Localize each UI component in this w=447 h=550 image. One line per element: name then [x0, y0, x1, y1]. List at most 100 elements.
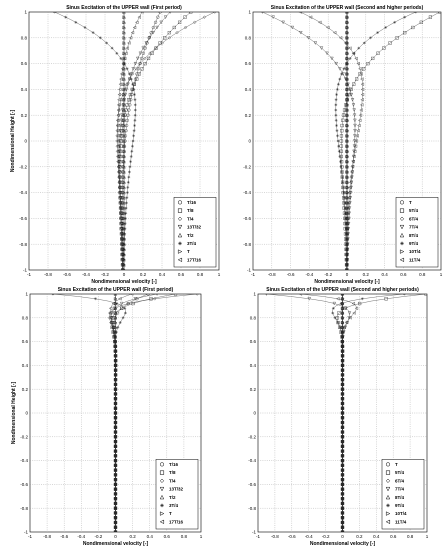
legend-marker	[399, 257, 405, 263]
x-tick-label: -0.2	[322, 534, 330, 539]
data-point	[183, 25, 188, 30]
data-point	[340, 72, 344, 76]
data-point	[313, 41, 318, 45]
legend-marker	[177, 249, 183, 254]
data-point	[345, 237, 348, 241]
data-point	[113, 320, 118, 325]
legend-marker	[160, 503, 164, 508]
data-point	[345, 221, 349, 226]
data-point	[150, 51, 154, 55]
data-point	[113, 487, 118, 491]
data-point	[344, 320, 349, 325]
legend-label: 17T/16	[187, 257, 202, 262]
data-point	[340, 487, 345, 491]
data-point	[352, 108, 356, 112]
data-point	[345, 227, 349, 231]
data-point	[340, 454, 345, 458]
data-point	[175, 30, 179, 35]
data-point	[345, 144, 349, 148]
data-point	[154, 46, 158, 50]
data-point	[340, 530, 345, 532]
data-point	[340, 430, 345, 434]
data-point	[125, 201, 128, 205]
x-tick-label: 0.6	[390, 534, 397, 539]
data-point	[414, 12, 418, 14]
data-point	[213, 12, 217, 14]
x-tick-label: -1	[27, 272, 31, 277]
data-point	[334, 103, 338, 107]
data-point	[116, 113, 120, 117]
y-axis-label: Nondimensional Height [-]	[11, 382, 17, 445]
data-point	[122, 154, 126, 159]
data-point	[395, 36, 399, 40]
legend-marker	[177, 257, 183, 263]
data-point	[118, 321, 122, 324]
data-point	[120, 263, 124, 267]
data-point	[340, 294, 345, 296]
data-point	[350, 165, 355, 169]
x-tick-label: 0	[346, 272, 349, 277]
data-point	[340, 401, 345, 406]
data-point	[110, 325, 115, 329]
data-point	[118, 297, 122, 301]
data-point	[123, 232, 127, 236]
data-point	[298, 12, 302, 14]
data-point	[113, 444, 118, 449]
y-tick-label: 0.4	[245, 87, 252, 92]
data-point	[340, 301, 345, 306]
data-point	[113, 496, 118, 501]
data-point	[189, 12, 193, 14]
data-point	[348, 57, 352, 60]
data-point	[345, 247, 349, 252]
data-point	[122, 41, 126, 45]
data-point	[340, 123, 344, 128]
data-point	[122, 206, 126, 210]
data-point	[131, 139, 135, 143]
data-point	[122, 185, 126, 190]
data-point	[118, 216, 123, 221]
data-point	[341, 330, 345, 334]
data-point	[122, 242, 126, 246]
y-tick-label: 0.6	[250, 339, 257, 344]
data-point	[352, 51, 356, 55]
data-point	[335, 88, 339, 91]
legend: T 5T/4 6T/4 7T/4 8T/4 9T/4 10T/4 11T/4	[381, 459, 425, 530]
data-point	[402, 294, 406, 296]
y-tick-label: 0.2	[245, 113, 252, 118]
data-point	[116, 118, 120, 123]
data-point	[160, 41, 164, 45]
data-point	[137, 15, 141, 19]
data-point	[290, 25, 295, 30]
data-point	[116, 128, 120, 133]
y-tick-label: 0	[24, 139, 27, 144]
data-point	[341, 340, 345, 343]
legend-label: 11T/4	[409, 257, 421, 262]
data-point	[122, 36, 126, 40]
data-point	[131, 82, 135, 86]
data-point	[129, 160, 132, 164]
data-point	[351, 159, 355, 164]
data-point	[127, 175, 131, 179]
data-point	[124, 51, 128, 55]
data-point	[113, 420, 118, 425]
data-point	[113, 454, 118, 458]
data-point	[113, 377, 118, 382]
data-point	[140, 12, 144, 14]
y-tick-label: -0.2	[19, 164, 27, 169]
data-point	[124, 206, 128, 210]
chart-panel-3: -1 -0.8 -0.6 -0.4 -0.2 0 0.2 0.4 0.6 0.8 1 1 0.8 0.6 0…	[11, 287, 203, 547]
data-point	[113, 301, 118, 306]
data-point	[118, 129, 123, 133]
data-point	[345, 25, 349, 30]
data-point	[113, 382, 118, 387]
legend-label: T/4	[169, 478, 176, 483]
data-point	[345, 242, 349, 246]
data-point	[131, 144, 134, 148]
data-point	[340, 482, 345, 487]
chart-panel-2: -1 -0.8 -0.6 -0.4 -0.2 0 0.2 0.4 0.6 0.8 1 1 0.8 0.6 0…	[243, 5, 443, 285]
data-point	[126, 82, 130, 87]
data-point	[345, 92, 349, 97]
legend-label: T/8	[187, 208, 194, 213]
data-point	[177, 20, 182, 24]
x-tick-label: -0.4	[305, 534, 313, 539]
